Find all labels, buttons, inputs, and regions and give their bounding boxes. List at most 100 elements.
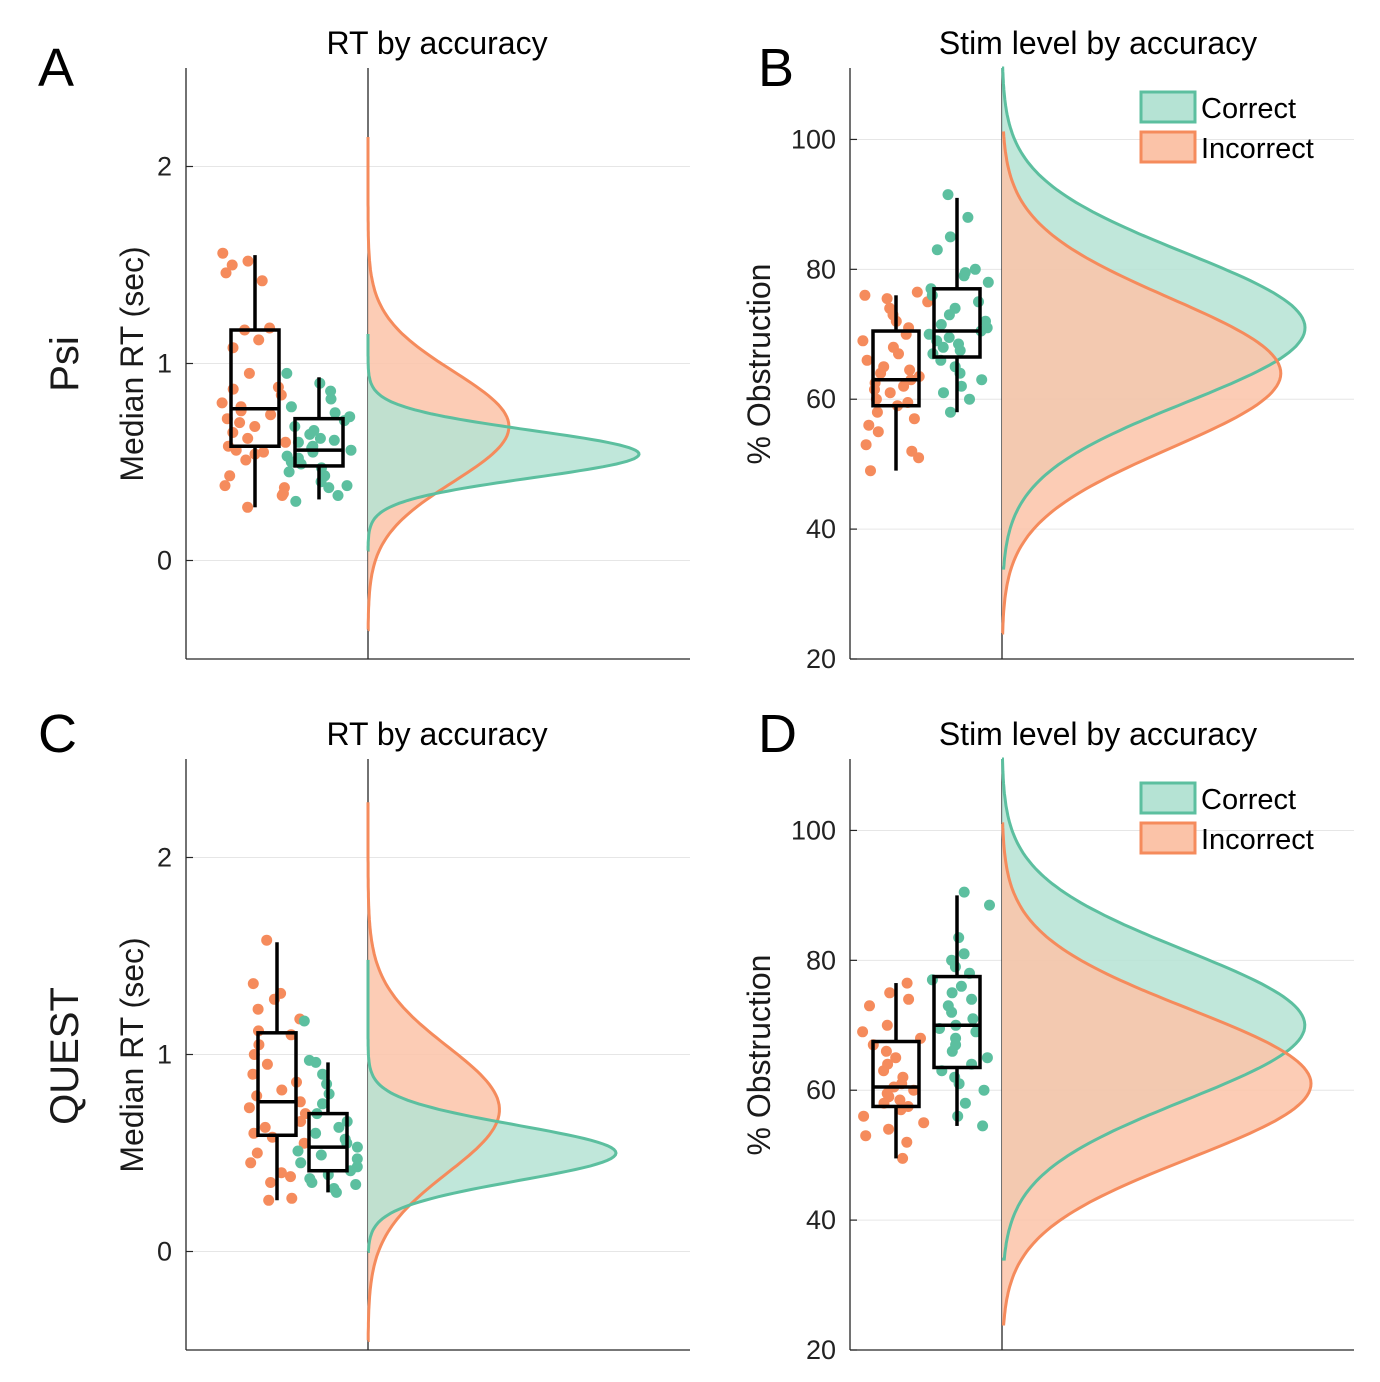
data-point bbox=[317, 1098, 328, 1110]
data-point bbox=[864, 1000, 875, 1012]
legend-label: Incorrect bbox=[1201, 133, 1314, 165]
y-tick-label: 40 bbox=[806, 1205, 836, 1235]
data-point bbox=[982, 276, 994, 288]
data-point bbox=[950, 1032, 962, 1044]
data-point bbox=[901, 977, 913, 989]
data-point bbox=[310, 1127, 322, 1139]
data-point bbox=[978, 1084, 990, 1096]
data-point bbox=[251, 1147, 263, 1159]
data-point bbox=[304, 1173, 316, 1185]
data-point bbox=[308, 425, 320, 436]
panel-letter: B bbox=[758, 38, 794, 98]
box-incorrect bbox=[256, 1031, 298, 1138]
data-point bbox=[949, 302, 961, 314]
y-tick-label: 2 bbox=[157, 152, 172, 182]
data-point bbox=[258, 446, 269, 458]
data-point bbox=[303, 1054, 315, 1066]
data-point bbox=[276, 1084, 288, 1096]
y-axis-label: % Obstruction bbox=[741, 955, 777, 1156]
data-point bbox=[290, 495, 302, 507]
data-point bbox=[981, 1052, 993, 1064]
data-point bbox=[325, 385, 337, 397]
data-point bbox=[858, 1110, 870, 1122]
data-point bbox=[295, 1116, 307, 1127]
violin-outline-incorrect bbox=[1001, 822, 1313, 1326]
violin-outline-incorrect bbox=[366, 802, 501, 1343]
box-correct bbox=[932, 974, 982, 1070]
panel-b: B Stim level by accuracy % Obstruction 2… bbox=[741, 25, 1354, 674]
data-point bbox=[345, 444, 357, 456]
data-point bbox=[980, 315, 991, 327]
panel-letter: A bbox=[38, 38, 74, 98]
box-incorrect bbox=[871, 329, 921, 408]
plot-area: 20 40 60 80 100 Correct Incorrect bbox=[791, 66, 1354, 674]
data-point bbox=[860, 439, 872, 451]
data-point bbox=[226, 259, 238, 271]
data-point bbox=[344, 411, 356, 423]
data-point bbox=[298, 1137, 310, 1149]
chart-title: RT by accuracy bbox=[326, 716, 547, 752]
panel-letter: C bbox=[38, 704, 77, 764]
data-point bbox=[227, 427, 239, 438]
data-point bbox=[944, 231, 956, 243]
y-tick-label: 60 bbox=[806, 384, 836, 414]
data-point bbox=[277, 488, 289, 499]
plot-area: 0 1 2 bbox=[157, 759, 690, 1351]
data-point bbox=[860, 1130, 872, 1142]
data-point bbox=[903, 993, 915, 1005]
data-point bbox=[881, 293, 893, 305]
data-point bbox=[884, 987, 896, 999]
data-point bbox=[863, 419, 875, 431]
data-point bbox=[249, 421, 261, 432]
data-point bbox=[977, 1120, 989, 1132]
data-point bbox=[857, 1026, 869, 1038]
data-point bbox=[234, 417, 246, 429]
data-point bbox=[341, 480, 353, 492]
data-point bbox=[259, 1121, 271, 1133]
legend-swatch bbox=[1139, 90, 1197, 124]
data-point bbox=[219, 480, 231, 492]
violin-incorrect bbox=[368, 136, 509, 630]
data-point bbox=[959, 1097, 971, 1109]
data-point bbox=[857, 335, 869, 347]
violin-outline-correct bbox=[366, 333, 641, 552]
data-point bbox=[323, 482, 335, 494]
violin-outline-incorrect bbox=[1001, 131, 1283, 635]
violin-incorrect bbox=[1002, 823, 1311, 1325]
legend-swatch bbox=[1139, 130, 1197, 164]
data-point bbox=[883, 1123, 895, 1135]
data-point bbox=[242, 501, 254, 513]
data-point bbox=[881, 1019, 893, 1031]
box-correct bbox=[307, 1111, 349, 1173]
data-point bbox=[935, 319, 947, 330]
legend-label: Correct bbox=[1201, 784, 1296, 816]
violin-outline-correct bbox=[366, 959, 618, 1253]
y-tick-label: 20 bbox=[806, 644, 836, 674]
data-point bbox=[942, 1000, 954, 1012]
data-point bbox=[242, 255, 254, 267]
data-point bbox=[242, 432, 254, 444]
data-point bbox=[295, 1157, 307, 1169]
box-incorrect bbox=[229, 328, 281, 448]
data-point bbox=[328, 1183, 340, 1194]
data-point bbox=[339, 1133, 351, 1145]
data-point bbox=[969, 263, 981, 275]
chart-title: Stim level by accuracy bbox=[939, 25, 1257, 61]
violin-correct bbox=[368, 959, 616, 1252]
data-point bbox=[958, 886, 970, 898]
data-point bbox=[882, 1058, 894, 1070]
data-point bbox=[332, 490, 344, 501]
y-tick-label: 80 bbox=[806, 945, 836, 975]
y-tick-label: 100 bbox=[791, 815, 836, 845]
data-point bbox=[314, 432, 326, 444]
data-point bbox=[859, 289, 871, 301]
violin-incorrect bbox=[368, 802, 500, 1341]
y-axis-label: % Obstruction bbox=[741, 264, 777, 465]
y-tick-label: 1 bbox=[157, 1040, 172, 1070]
y-tick-label: 60 bbox=[806, 1075, 836, 1105]
data-point bbox=[931, 244, 943, 256]
data-point bbox=[894, 1094, 906, 1106]
plot-area: 0 1 2 bbox=[157, 68, 690, 660]
data-point bbox=[351, 1153, 363, 1165]
